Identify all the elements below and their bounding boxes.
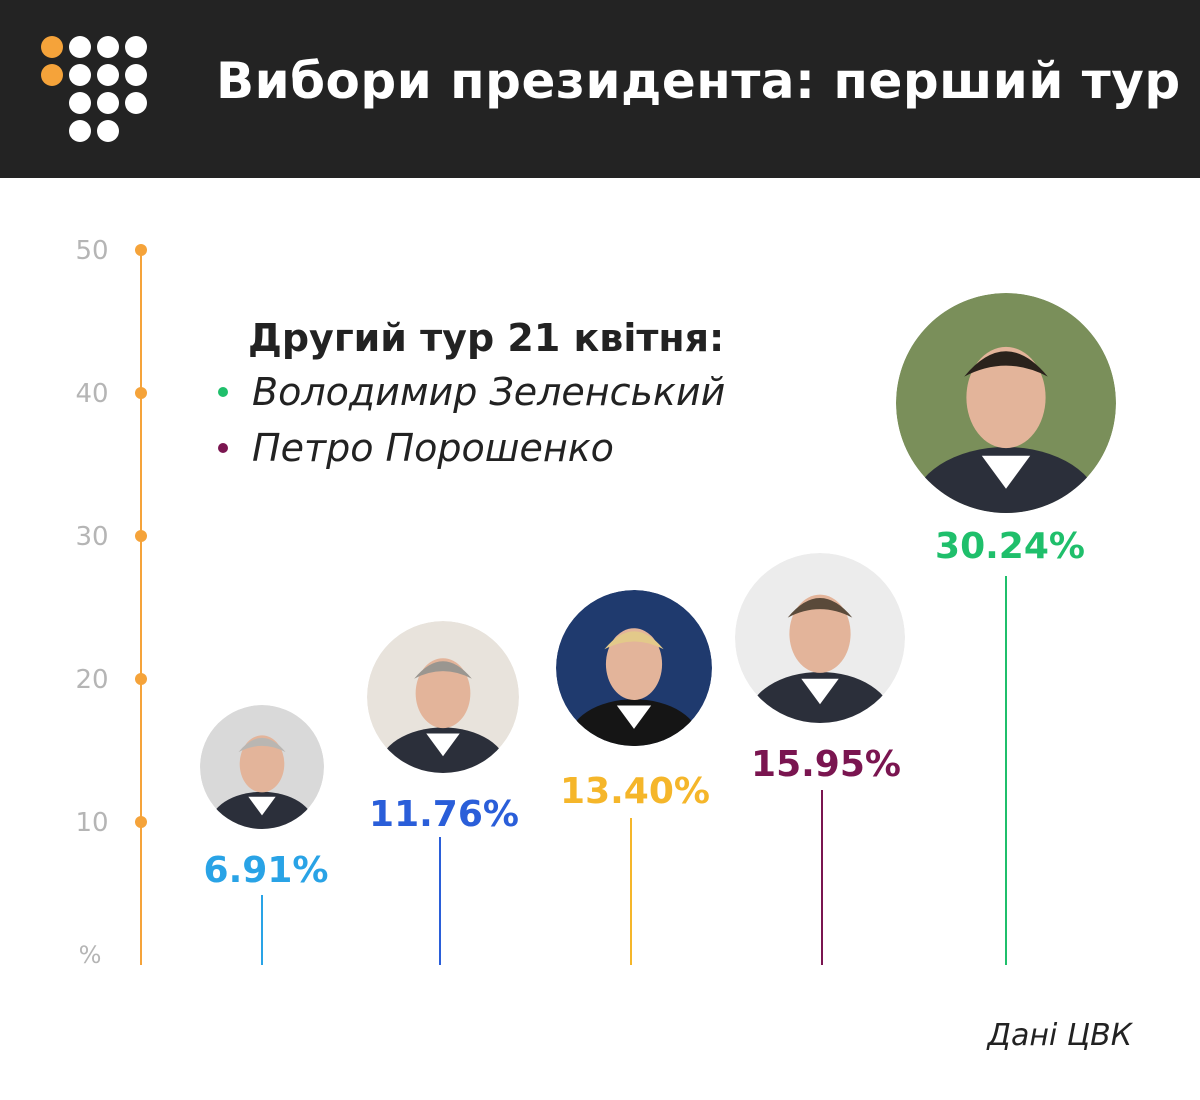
candidate-5-portrait [896, 293, 1116, 513]
y-tick-label-10: 10 [75, 808, 108, 838]
logo-dot-11 [69, 120, 91, 142]
logo-dot-1 [69, 36, 91, 58]
y-tick-dot-10 [135, 816, 147, 828]
legend-item-poroshenko: Петро Порошенко [214, 420, 725, 476]
value-label-4: 15.95% [751, 744, 901, 785]
y-tick-dot-20 [135, 673, 147, 685]
logo-dot-6 [97, 64, 119, 86]
dots-logo-icon [41, 36, 147, 142]
y-tick-label-20: 20 [75, 665, 108, 695]
y-tick-label-50: 50 [75, 236, 108, 266]
candidate-4-portrait [735, 553, 905, 723]
logo-dot-4 [41, 64, 63, 86]
legend-dot-zelensky [218, 387, 228, 397]
page-title: Вибори президента: перший тур [216, 52, 1181, 110]
legend-title: Другий тур 21 квітня: [248, 316, 725, 360]
logo-dot-3 [125, 36, 147, 58]
candidate-1-portrait [200, 705, 324, 829]
logo-dot-9 [97, 92, 119, 114]
value-label-2: 11.76% [369, 794, 519, 835]
legend-label-poroshenko: Петро Порошенко [252, 426, 614, 470]
logo-dot-7 [125, 64, 147, 86]
candidate-2-portrait [367, 621, 519, 773]
lollipop-chart: 10 20 30 40 50% 6.91% 11.76% 13.40% 15.95% 30.24% [75, 236, 1116, 969]
logo-dot-5 [69, 64, 91, 86]
y-unit-label: % [79, 941, 102, 969]
value-label-1: 6.91% [204, 850, 329, 891]
logo-dot-12 [97, 120, 119, 142]
value-label-5: 30.24% [935, 526, 1085, 567]
source-note: Дані ЦВК [987, 1018, 1132, 1053]
value-label-3: 13.40% [560, 771, 710, 812]
y-tick-dot-40 [135, 387, 147, 399]
logo-dot-2 [97, 36, 119, 58]
candidate-3-portrait [556, 590, 712, 746]
y-tick-dot-30 [135, 530, 147, 542]
legend-item-zelensky: Володимир Зеленський [214, 364, 725, 420]
logo-dot-10 [125, 92, 147, 114]
logo-dot-0 [41, 36, 63, 58]
y-tick-dot-50 [135, 244, 147, 256]
legend: Другий тур 21 квітня: Володимир Зеленськ… [214, 312, 725, 476]
header-bar: Вибори президента: перший тур [0, 0, 1200, 178]
y-tick-label-40: 40 [75, 379, 108, 409]
logo-dot-8 [69, 92, 91, 114]
legend-dot-poroshenko [218, 443, 228, 453]
legend-label-zelensky: Володимир Зеленський [252, 370, 726, 414]
y-tick-label-30: 30 [75, 522, 108, 552]
